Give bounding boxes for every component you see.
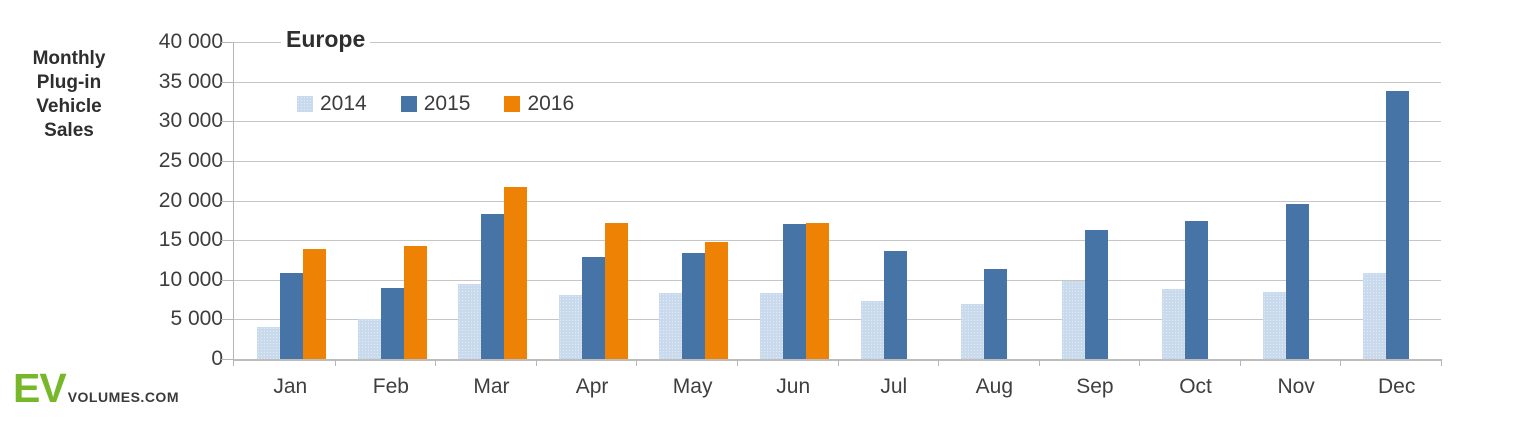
gridline-10000 [234, 279, 1441, 281]
plot-area [233, 42, 1442, 366]
y-axis-tick [221, 200, 233, 202]
bar-2016-may [705, 241, 729, 359]
x-tick-label-may: May [672, 375, 713, 398]
x-tick-label-dec: Dec [1378, 375, 1416, 398]
legend-label-2015: 2015 [423, 92, 471, 115]
chart-title: Europe [281, 26, 371, 53]
gridline-40000 [234, 42, 1441, 43]
y-tick-label-25000: 25 000 [158, 148, 223, 172]
x-axis-tick [334, 359, 336, 366]
bar-2015-apr [581, 256, 605, 359]
legend-item-2015: 2015 [400, 92, 471, 116]
bar-2014-nov [1262, 292, 1286, 359]
logo-suffix-text: VOLUMES.COM [67, 389, 179, 405]
bar-2015-jan [280, 273, 303, 359]
y-axis-title: Monthly Plug-in Vehicle Sales [32, 48, 106, 141]
bar-2014-jun [759, 293, 783, 359]
gridline-15000 [234, 240, 1441, 242]
logo-ev-text: EV [13, 365, 67, 411]
y-tick-label-20000: 20 000 [158, 188, 223, 212]
x-tick-label-nov: Nov [1277, 375, 1315, 398]
bar-2014-oct [1162, 289, 1186, 359]
x-axis-tick [435, 359, 437, 366]
x-axis-tick [736, 359, 738, 366]
legend-label-2014: 2014 [320, 92, 367, 115]
y-axis-tick [221, 240, 233, 242]
x-tick-label-jun: Jun [776, 375, 811, 398]
x-tick-label-oct: Oct [1179, 375, 1212, 398]
bar-2014-mar [458, 283, 482, 359]
gridline-35000 [234, 81, 1441, 83]
y-tick-label-35000: 35 000 [158, 69, 223, 93]
y-axis-tick [221, 42, 233, 43]
bar-2014-may [659, 293, 683, 359]
bar-2015-oct [1185, 221, 1209, 359]
legend-item-2016: 2016 [504, 92, 574, 116]
bar-2016-jan [303, 248, 326, 359]
x-tick-label-sep: Sep [1076, 375, 1114, 398]
legend-swatch-2014 [297, 96, 313, 112]
bar-2014-feb [357, 318, 381, 359]
x-axis-tick [1239, 359, 1241, 366]
x-axis-tick [938, 359, 940, 366]
bar-2016-apr [604, 223, 628, 359]
y-axis-tick [221, 359, 233, 360]
bar-2015-may [682, 252, 706, 359]
bar-2015-mar [481, 213, 505, 359]
bar-2016-mar [504, 187, 528, 359]
gridline-25000 [234, 160, 1441, 162]
x-axis-tick [1139, 359, 1141, 366]
x-axis-tick [837, 359, 839, 366]
bar-2015-sep [1084, 229, 1108, 359]
bar-2014-sep [1061, 280, 1085, 359]
gridline-5000 [234, 319, 1441, 321]
y-tick-label-40000: 40 000 [158, 30, 223, 53]
x-axis-tick [233, 359, 234, 366]
legend-label-2016: 2016 [527, 92, 575, 115]
bar-2014-dec [1363, 273, 1387, 359]
y-axis-tick [221, 81, 233, 83]
bar-2015-dec [1386, 91, 1410, 359]
y-tick-label-0: 0 [211, 347, 223, 370]
bar-2014-aug [961, 303, 985, 359]
x-axis-tick [636, 359, 638, 366]
y-tick-label-10000: 10 000 [158, 267, 223, 291]
x-axis-tick [1038, 359, 1040, 366]
y-tick-label-30000: 30 000 [158, 109, 223, 133]
bar-2015-jul [883, 251, 907, 359]
bar-2014-apr [558, 294, 582, 359]
x-tick-label-jul: Jul [880, 375, 908, 398]
legend-swatch-2015 [400, 96, 417, 112]
x-tick-label-jan: Jan [273, 375, 308, 398]
y-tick-label-5000: 5 000 [170, 307, 223, 331]
x-axis-tick [1340, 359, 1342, 366]
legend-item-2014: 2014 [297, 92, 367, 116]
gridline-20000 [234, 200, 1441, 202]
y-axis-tick [221, 279, 233, 281]
bar-2014-jan [257, 327, 280, 359]
bar-2016-feb [403, 246, 427, 359]
legend-swatch-2016 [504, 96, 521, 112]
bar-2015-nov [1285, 204, 1309, 359]
ev-volumes-logo: EV VOLUMES.COM [13, 368, 179, 409]
legend: 2014 2015 2016 [297, 92, 574, 116]
bar-2014-jul [860, 301, 884, 359]
bar-2016-jun [805, 222, 829, 359]
x-tick-label-apr: Apr [575, 375, 609, 398]
x-tick-label-mar: Mar [473, 375, 510, 398]
y-tick-label-15000: 15 000 [158, 228, 223, 252]
bar-2015-aug [984, 269, 1008, 359]
bar-2015-feb [380, 288, 404, 359]
y-axis-tick [221, 121, 233, 123]
x-tick-label-aug: Aug [975, 375, 1014, 398]
x-axis-tick [1441, 359, 1442, 366]
bar-2015-jun [782, 224, 806, 359]
y-axis-tick [221, 319, 233, 321]
gridline-30000 [234, 121, 1441, 123]
x-tick-label-feb: Feb [372, 375, 409, 398]
y-axis-tick [221, 160, 233, 162]
x-axis-tick [535, 359, 537, 366]
